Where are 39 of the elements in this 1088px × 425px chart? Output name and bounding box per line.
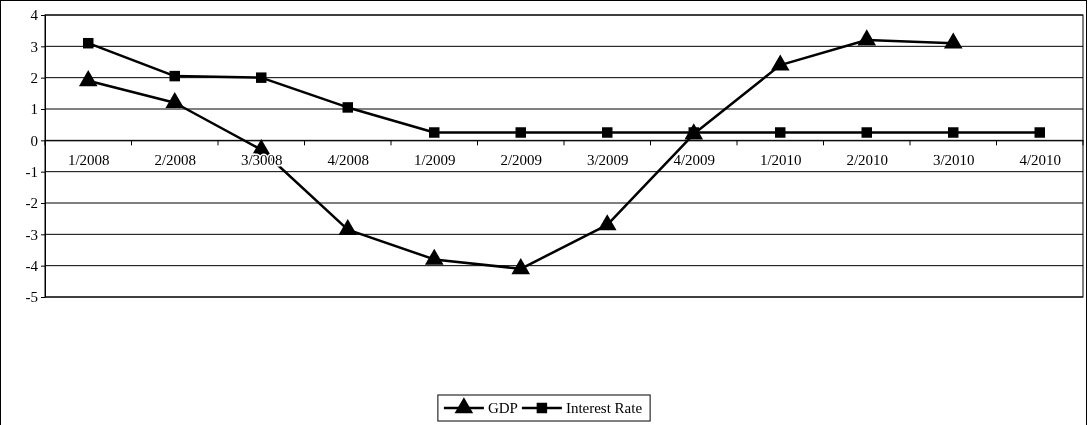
y-tick-label: -4 [25, 257, 39, 274]
x-tick-label: 2/2008 [154, 151, 197, 168]
y-tick-label: 2 [30, 69, 38, 86]
point [515, 127, 526, 138]
y-tick-label: 0 [30, 132, 38, 149]
x-tick-label: 4/2010 [1019, 151, 1062, 168]
x-tick-label: 1/2009 [413, 151, 456, 168]
y-tick-label: -5 [25, 289, 38, 306]
point [424, 248, 444, 265]
point [169, 70, 180, 82]
y-tick-label: -2 [25, 195, 38, 212]
legend-label: GDP [487, 400, 518, 417]
point [511, 258, 531, 275]
x-tick-label: 1/2010 [759, 151, 802, 168]
x-tick-label: 4/2009 [673, 151, 716, 168]
point [775, 127, 786, 138]
point [602, 127, 613, 138]
y-tick-label: 4 [30, 7, 39, 24]
y-tick-label: -3 [25, 226, 38, 243]
y-tick-label: -1 [25, 163, 38, 180]
y-tick-label: 3 [30, 38, 38, 55]
x-tick-label: 2/2010 [846, 151, 889, 168]
legend-label: Interest Rate [565, 400, 643, 417]
point [429, 127, 440, 138]
point [597, 214, 617, 231]
x-tick-label: 3/2010 [932, 151, 975, 168]
y-tick-label: 1 [30, 101, 38, 118]
point [338, 218, 358, 236]
point [1034, 127, 1045, 138]
point [684, 123, 704, 140]
point [256, 72, 267, 83]
x-tick-label: 3/2009 [586, 151, 629, 168]
point [83, 37, 94, 49]
point [342, 102, 353, 113]
point [948, 127, 959, 138]
x-tick-label: 1/2008 [67, 151, 110, 168]
point [861, 127, 872, 138]
x-tick-label: 2/2009 [500, 151, 543, 168]
x-tick-label: 4/2008 [327, 151, 370, 168]
